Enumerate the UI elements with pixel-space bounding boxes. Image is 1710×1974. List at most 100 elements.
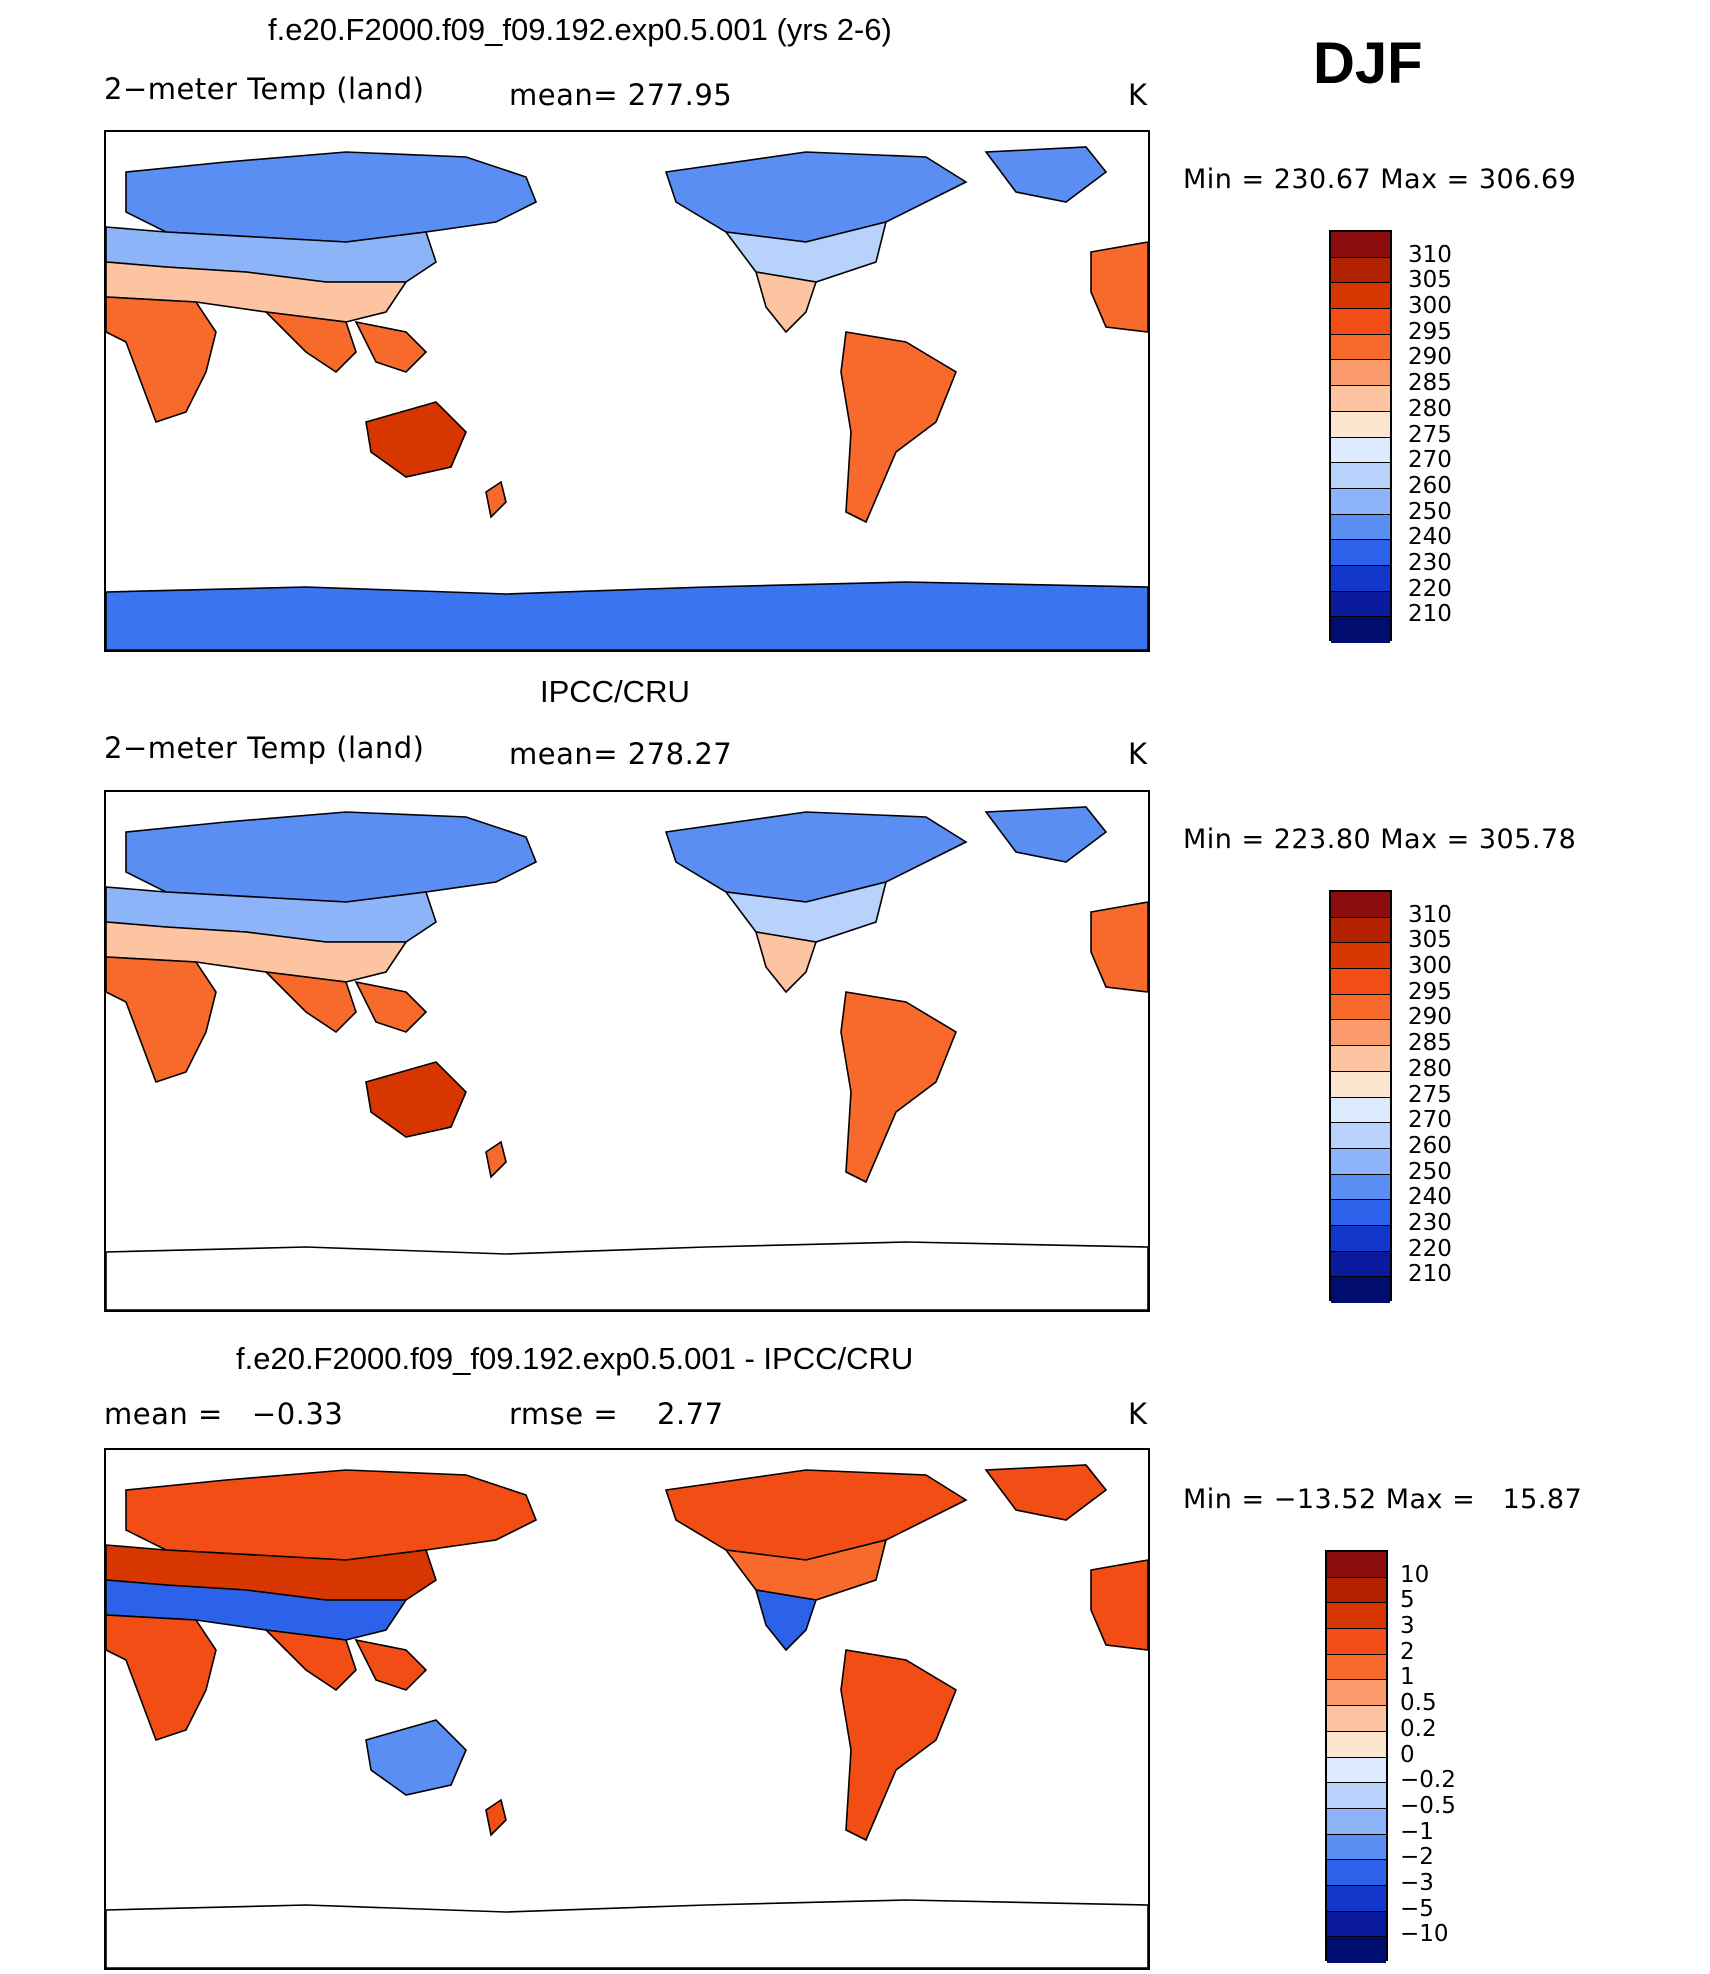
colorbar-tick-label: −3: [1400, 1869, 1434, 1896]
panel-2-units-label: K: [1128, 737, 1148, 771]
panel-1-world-map: [106, 146, 1148, 650]
panel-1-map: [104, 130, 1150, 652]
colorbar-segment: [1331, 334, 1390, 361]
colorbar-segment: [1331, 892, 1390, 918]
north-america-north: [664, 811, 968, 903]
colorbar-segment: [1327, 1680, 1386, 1707]
colorbar-tick-label: 310: [1408, 901, 1452, 928]
colorbar-segment: [1331, 386, 1390, 412]
colorbar-tick-label: 210: [1408, 1261, 1452, 1288]
colorbar-segment: [1331, 1148, 1390, 1175]
panel-3-map: [104, 1448, 1150, 1970]
antarctica: [106, 1899, 1148, 1968]
central-america: [754, 931, 818, 994]
new-zealand: [485, 480, 507, 519]
new-zealand: [485, 1798, 507, 1837]
africa-west-edge: [1090, 1559, 1148, 1651]
colorbar-segment: [1331, 1251, 1390, 1278]
season-label: DJF: [1313, 31, 1423, 96]
panel-3-mean-label: mean = −0.33: [104, 1397, 344, 1431]
panel-3-colorbar: [1325, 1550, 1388, 1963]
panel-2-world-map: [106, 806, 1148, 1310]
panel-3-units-label: K: [1128, 1397, 1148, 1431]
south-asia: [263, 310, 357, 374]
maritime-asia: [354, 1638, 428, 1691]
colorbar-tick-label: 270: [1408, 1107, 1452, 1134]
colorbar-tick-label: 280: [1408, 1055, 1452, 1082]
south-asia: [263, 1628, 357, 1692]
panel-3-world-map: [106, 1464, 1148, 1968]
colorbar-segment: [1331, 1225, 1390, 1252]
colorbar-segment: [1327, 1629, 1386, 1655]
australia: [365, 401, 467, 478]
greenland: [984, 1464, 1108, 1521]
colorbar-tick-label: 275: [1408, 1081, 1452, 1108]
colorbar-segment: [1331, 283, 1390, 310]
colorbar-segment: [1327, 1860, 1386, 1886]
colorbar-segment: [1327, 1603, 1386, 1630]
colorbar-segment: [1327, 1654, 1386, 1681]
colorbar-segment: [1331, 1174, 1390, 1201]
colorbar-tick-label: 260: [1408, 1132, 1452, 1159]
panel-1-colorbar: [1329, 230, 1392, 643]
panel-2-mean-label: mean= 278.27: [509, 737, 733, 771]
africa: [106, 956, 217, 1084]
colorbar-tick-label: −0.2: [1400, 1767, 1456, 1794]
colorbar-segment: [1331, 1123, 1390, 1149]
colorbar-segment: [1331, 917, 1390, 944]
panel-1-title: f.e20.F2000.f09_f09.192.exp0.5.001 (yrs …: [268, 12, 892, 47]
colorbar-tick-label: 250: [1408, 1158, 1452, 1185]
colorbar-tick-label: 290: [1408, 344, 1452, 371]
eurasia-north: [125, 151, 538, 243]
colorbar-tick-label: 240: [1408, 524, 1452, 551]
colorbar-segment: [1327, 1706, 1386, 1732]
panel-2-minmax: Min = 223.80 Max = 305.78: [1183, 824, 1577, 855]
colorbar-segment: [1331, 1020, 1390, 1047]
colorbar-tick-label: −10: [1400, 1921, 1449, 1948]
central-america: [754, 271, 818, 334]
colorbar-tick-label: 250: [1408, 498, 1452, 525]
panel-1-minmax: Min = 230.67 Max = 306.69: [1183, 164, 1577, 195]
greenland: [984, 146, 1108, 203]
colorbar-tick-label: 220: [1408, 1235, 1452, 1262]
south-asia: [263, 970, 357, 1034]
panel-1-variable-label: 2−meter Temp (land): [104, 72, 425, 106]
colorbar-segment: [1331, 617, 1390, 643]
colorbar-segment: [1331, 463, 1390, 489]
colorbar-segment: [1327, 1834, 1386, 1861]
colorbar-segment: [1331, 1277, 1390, 1303]
central-america: [754, 1589, 818, 1652]
south-america: [840, 991, 957, 1184]
panel-1-mean-label: mean= 277.95: [509, 78, 733, 112]
colorbar-tick-label: 0.5: [1400, 1690, 1437, 1717]
north-america-north: [664, 1469, 968, 1561]
colorbar-tick-label: 300: [1408, 953, 1452, 980]
colorbar-tick-label: 305: [1408, 927, 1452, 954]
panel-3-rmse-label: rmse = 2.77: [509, 1397, 724, 1431]
africa: [106, 1614, 217, 1742]
colorbar-segment: [1331, 514, 1390, 541]
maritime-asia: [354, 320, 428, 373]
colorbar-tick-label: 220: [1408, 575, 1452, 602]
colorbar-segment: [1331, 565, 1390, 592]
colorbar-segment: [1331, 411, 1390, 438]
colorbar-tick-label: 1: [1400, 1664, 1415, 1691]
colorbar-tick-label: −0.5: [1400, 1792, 1456, 1819]
colorbar-tick-label: 305: [1408, 267, 1452, 294]
colorbar-segment: [1331, 540, 1390, 566]
panel-3-minmax: Min = −13.52 Max = 15.87: [1183, 1484, 1583, 1515]
colorbar-tick-label: 3: [1400, 1613, 1415, 1640]
colorbar-segment: [1331, 943, 1390, 970]
colorbar-tick-label: 210: [1408, 601, 1452, 628]
colorbar-tick-label: 275: [1408, 421, 1452, 448]
antarctica: [106, 581, 1148, 650]
colorbar-segment: [1331, 591, 1390, 618]
colorbar-tick-label: 310: [1408, 241, 1452, 268]
colorbar-segment: [1331, 232, 1390, 258]
africa-west-edge: [1090, 241, 1148, 333]
colorbar-tick-label: 2: [1400, 1638, 1415, 1665]
africa-west-edge: [1090, 901, 1148, 993]
panel-3-title: f.e20.F2000.f09_f09.192.exp0.5.001 - IPC…: [236, 1341, 914, 1376]
eurasia-north: [125, 1469, 538, 1561]
colorbar-tick-label: 240: [1408, 1184, 1452, 1211]
